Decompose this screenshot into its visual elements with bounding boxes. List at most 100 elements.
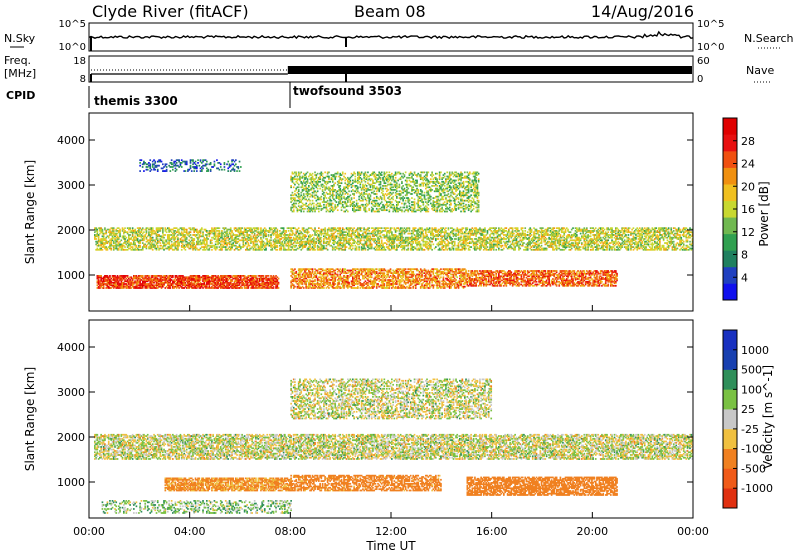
power-cell	[162, 240, 164, 243]
power-cell	[197, 240, 199, 243]
power-cell	[148, 234, 150, 236]
power-cell	[94, 238, 96, 240]
power-cell	[128, 236, 130, 239]
power-cell	[167, 234, 169, 236]
power-cell	[209, 239, 212, 242]
power-cell	[130, 243, 133, 246]
power-cell	[174, 238, 177, 240]
power-cell	[223, 246, 226, 248]
power-cell	[203, 248, 206, 251]
power-cell	[374, 238, 377, 240]
power-cell	[128, 243, 130, 246]
power-cell	[129, 231, 131, 234]
power-cell	[355, 246, 358, 248]
power-cell	[95, 227, 97, 230]
power-cell	[208, 247, 211, 250]
power-cell	[139, 239, 141, 242]
power-cell	[524, 227, 527, 230]
power-cell	[179, 239, 182, 242]
power-cell	[133, 242, 135, 244]
freq-strip: Freq. [MHz] 18 8 60 0 Nave	[4, 54, 774, 85]
power-cell	[96, 235, 99, 238]
power-cell	[135, 231, 138, 234]
power-cell	[184, 231, 187, 234]
power-cell	[188, 242, 191, 244]
power-cell	[540, 244, 543, 247]
power-cell	[125, 231, 128, 234]
cpid-label: CPID	[6, 89, 35, 102]
power-cell	[94, 235, 96, 238]
power-cell	[196, 231, 198, 234]
power-cell	[104, 239, 106, 242]
power-cell	[156, 246, 159, 248]
power-cell	[207, 244, 209, 247]
power-cell	[218, 248, 221, 251]
power-cell	[318, 227, 320, 230]
power-cell	[212, 228, 214, 231]
power-cell	[185, 240, 188, 243]
power-cell	[204, 246, 207, 248]
power-cell	[115, 246, 118, 248]
power-cell	[594, 227, 597, 230]
power-cell	[169, 246, 172, 248]
power-cell	[218, 227, 221, 230]
power-cell	[164, 240, 167, 243]
power-cell	[170, 238, 173, 240]
power-cell	[101, 235, 104, 238]
power-cell	[151, 227, 154, 230]
power-cell	[149, 227, 152, 230]
power-cell	[214, 247, 217, 250]
power-cell	[130, 230, 133, 232]
power-cell	[117, 242, 120, 244]
power-cell	[160, 244, 163, 247]
power-cell	[170, 228, 173, 231]
power-cell	[145, 244, 148, 247]
power-cell	[213, 247, 216, 250]
power-cell	[150, 243, 153, 246]
power-cell	[140, 235, 143, 238]
power-cell	[185, 238, 188, 240]
power-cell	[222, 246, 225, 248]
power-cell	[96, 248, 99, 251]
power-cell	[163, 234, 165, 236]
power-cell	[145, 227, 148, 230]
power-cell	[555, 244, 558, 247]
power-cell	[177, 234, 179, 236]
power-cell	[112, 230, 115, 232]
power-cell	[95, 228, 97, 231]
power-cell	[182, 227, 184, 230]
power-cell	[120, 239, 123, 242]
power-cell	[168, 228, 170, 231]
power-cell	[185, 230, 188, 232]
power-cell	[172, 235, 174, 238]
power-cell	[589, 235, 592, 238]
power-cell	[222, 244, 225, 247]
power-cell	[217, 235, 219, 238]
power-cell	[213, 230, 216, 232]
power-cell	[110, 244, 113, 247]
power-cell	[203, 240, 206, 243]
power-cell	[175, 227, 178, 230]
power-cell	[174, 246, 177, 248]
power-cell	[393, 244, 396, 247]
power-cell	[297, 227, 300, 230]
power-cell	[170, 236, 173, 239]
power-cell	[184, 234, 187, 236]
power-cell	[134, 244, 136, 247]
power-cell	[184, 228, 187, 231]
power-cell	[107, 246, 110, 248]
power-cell	[165, 228, 168, 231]
power-cell	[368, 230, 371, 232]
power-cell	[156, 230, 159, 232]
power-cell	[183, 231, 186, 234]
power-cell	[102, 235, 105, 238]
power-cell	[120, 247, 123, 250]
power-cell	[135, 248, 138, 251]
power-cell	[131, 235, 134, 238]
power-cell	[101, 246, 104, 248]
power-cell	[662, 244, 665, 247]
power-cell	[202, 235, 204, 238]
power-cell	[185, 231, 188, 234]
power-cell	[100, 238, 102, 240]
power-cell	[146, 235, 149, 238]
